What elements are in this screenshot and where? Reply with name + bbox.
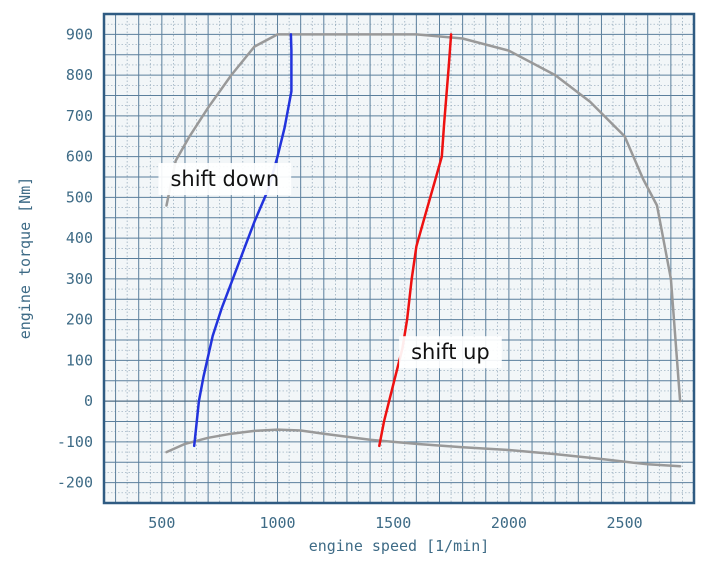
y-tick-label: 600 bbox=[66, 148, 93, 166]
series-line-1 bbox=[165, 33, 682, 403]
y-tick-labels: -200 -100 0 100 200 300 400 500 600 700 800 900 bbox=[57, 25, 93, 491]
y-tick-label: 200 bbox=[66, 311, 93, 329]
x-tick-label: 2000 bbox=[491, 514, 527, 532]
series-line-2 bbox=[165, 428, 682, 468]
annotation-background-2 bbox=[399, 336, 502, 369]
y-tick-label: 400 bbox=[66, 229, 93, 247]
series-line-4 bbox=[378, 33, 453, 448]
y-tick-label: 100 bbox=[66, 351, 93, 369]
y-axis-title: engine torque [Nm] bbox=[16, 177, 34, 340]
x-axis-title: engine speed [1/min] bbox=[309, 537, 490, 555]
y-tick-label: 700 bbox=[66, 107, 93, 125]
annotation-layer: shift down shift up bbox=[158, 163, 502, 369]
y-tick-label: 300 bbox=[66, 270, 93, 288]
y-tick-label: 900 bbox=[66, 25, 93, 43]
x-tick-labels: 500 1000 1500 2000 2500 bbox=[148, 514, 642, 532]
major-gridlines bbox=[104, 13, 695, 504]
annotation-background-1 bbox=[158, 163, 292, 196]
plot-frame bbox=[102, 12, 696, 505]
x-tick-label: 1500 bbox=[375, 514, 411, 532]
y-tick-label: 0 bbox=[84, 392, 93, 410]
y-tick-label: -200 bbox=[57, 474, 93, 492]
series-layer bbox=[165, 33, 682, 468]
annotation-label-1: shift down bbox=[170, 167, 279, 191]
y-tick-label: 800 bbox=[66, 66, 93, 84]
y-tick-label: -100 bbox=[57, 433, 93, 451]
series-line-3 bbox=[192, 33, 293, 448]
annotation-label-2: shift up bbox=[411, 340, 490, 364]
x-tick-label: 1000 bbox=[259, 514, 295, 532]
x-tick-label: 500 bbox=[148, 514, 175, 532]
y-tick-label: 500 bbox=[66, 188, 93, 206]
x-tick-label: 2500 bbox=[607, 514, 643, 532]
